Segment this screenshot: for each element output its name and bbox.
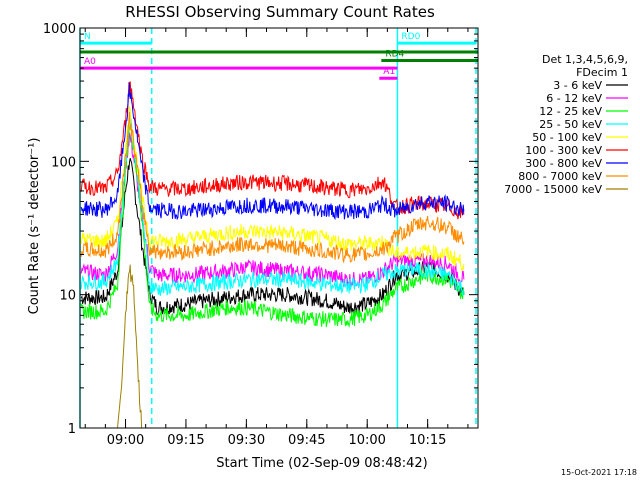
legend-entry-label: 12 - 25 keV [539,105,602,118]
y-tick-label: 100 [51,155,76,170]
series-line-7 [80,82,465,221]
x-tick-label: 09:00 [107,433,144,448]
x-tick-label: 09:30 [228,433,265,448]
legend-entry-label: 100 - 300 keV [525,144,602,157]
chart-title: RHESSI Observing Summary Count Rates [125,3,435,21]
flag-label-4: RD4 [385,50,404,60]
y-tick-label: 1000 [43,22,76,37]
legend-header: FDecim 1 [576,66,628,79]
plot-area: N RD0 RD4 A0 A1 1 10 100 1000 09:00 09:15 09:30 09:4… [43,22,479,448]
footer-timestamp: 15-Oct-2021 17:18 [561,468,637,477]
series-line-8 [80,111,465,264]
legend-header: Det 1,3,4,5,6,9, [542,53,628,66]
legend-entry-label: 25 - 50 keV [539,118,602,131]
series-line-4 [80,118,465,296]
x-tick-label: 10:00 [348,433,385,448]
series-line-9 [117,264,143,429]
series-line-3 [80,118,465,329]
x-tick-label: 09:15 [167,433,204,448]
flag-label-2: RD0 [401,32,420,42]
flag-label-1: N [84,32,91,42]
legend-entry-label: 7000 - 15000 keV [504,183,602,196]
plot-frame [79,27,479,429]
flag-label-6: A1 [383,67,395,77]
y-tick-label: 1 [68,422,76,437]
x-tick-label: 10:15 [409,433,446,448]
legend-entry-label: 800 - 7000 keV [518,170,602,183]
legend-entry-label: 50 - 100 keV [532,131,602,144]
legend-entry-label: 3 - 6 keV [553,79,602,92]
flag-label-5: A0 [84,57,96,67]
y-tick-label: 10 [59,289,76,304]
x-tick-label: 09:45 [288,433,325,448]
legend-entry-label: 6 - 12 keV [546,92,602,105]
x-axis-label: Start Time (02-Sep-09 08:48:42) [216,456,427,471]
legend-entry-label: 300 - 800 keV [525,157,602,170]
y-axis-label: Count Rate (s⁻¹ detector⁻¹) [27,138,42,315]
